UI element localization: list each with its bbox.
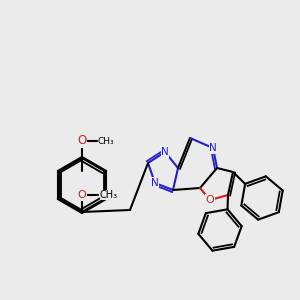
Text: O: O — [77, 134, 87, 148]
Text: O: O — [78, 190, 86, 200]
Text: CH₃: CH₃ — [98, 136, 115, 146]
Text: N: N — [161, 147, 169, 157]
Text: N: N — [151, 178, 159, 188]
Text: CH₃: CH₃ — [100, 190, 118, 200]
Text: O: O — [206, 195, 214, 205]
Text: N: N — [209, 143, 217, 153]
